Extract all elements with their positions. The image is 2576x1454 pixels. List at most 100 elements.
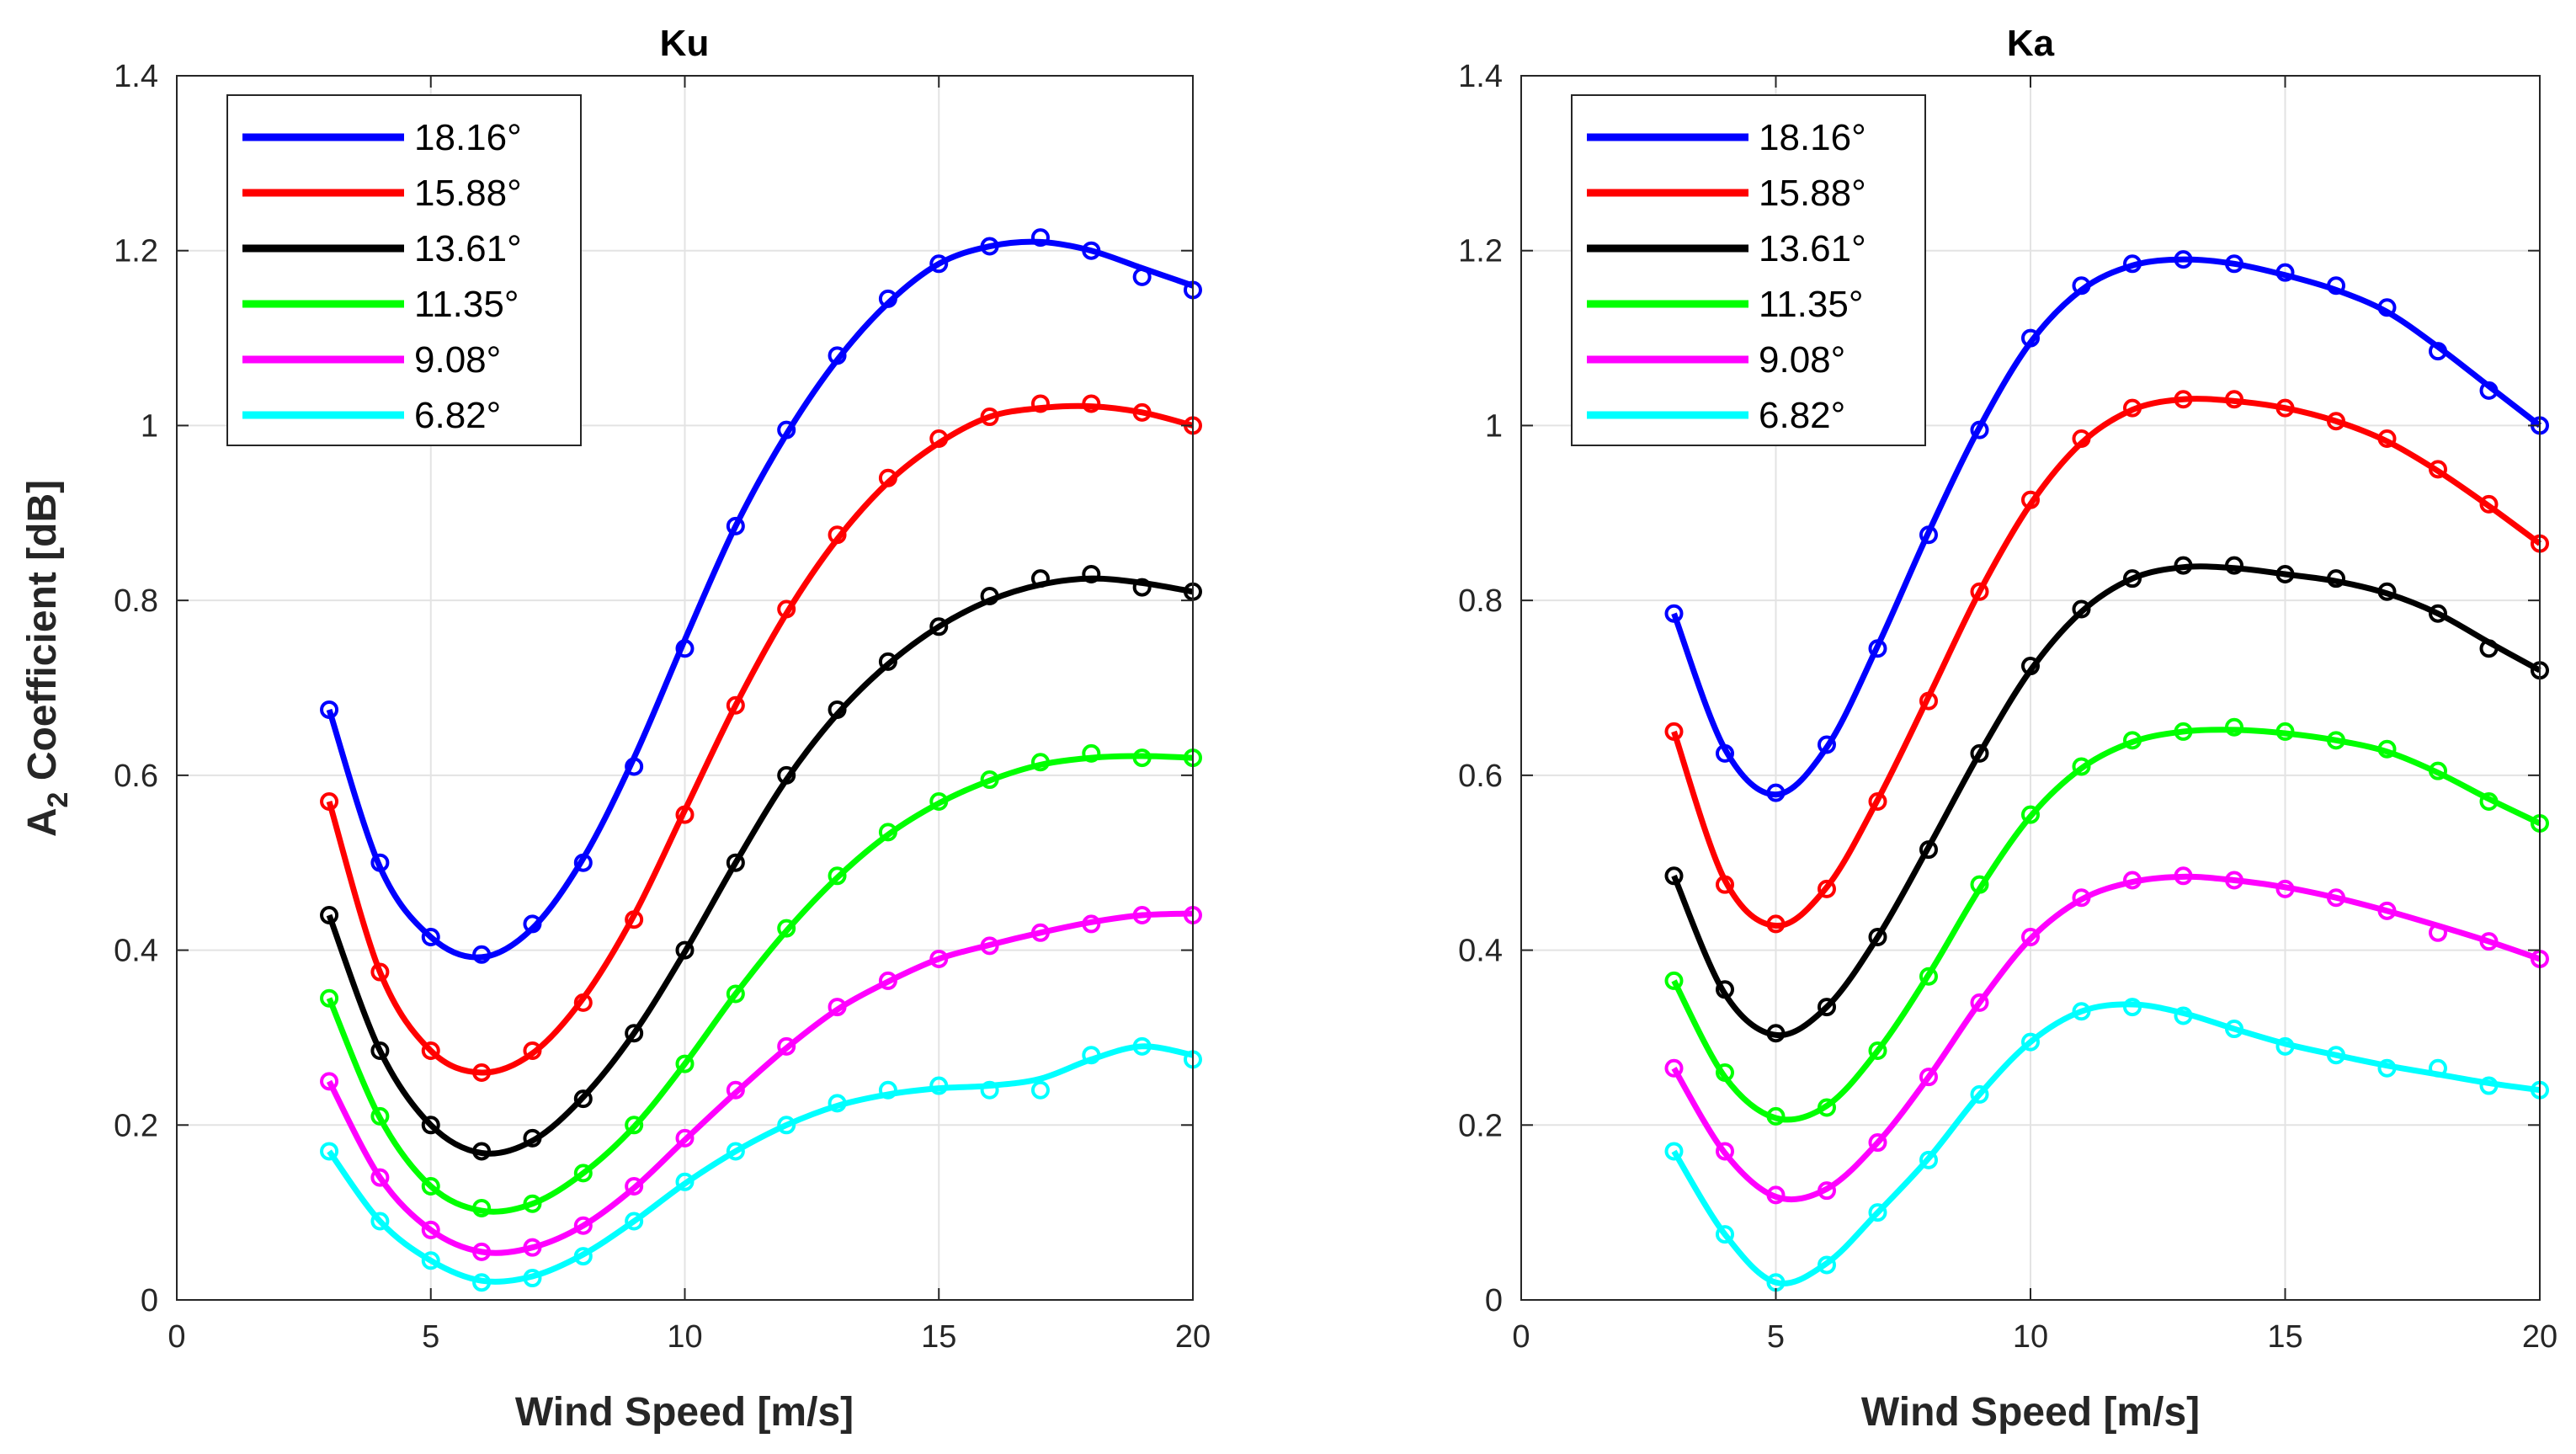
data-point [370, 1106, 390, 1126]
data-point [2174, 250, 2193, 269]
y-axis: 0 0.2 0.4 0.6 0.8 1 1.2 1.4 [114, 59, 1193, 1318]
data-point [2429, 342, 2447, 361]
y-tick-label: 0.2 [114, 1108, 158, 1143]
data-point [573, 993, 593, 1012]
y-tick-label: 1 [1485, 408, 1503, 444]
data-point [2327, 1046, 2345, 1065]
y-axis: 0 0.2 0.4 0.6 0.8 1 1.2 1.4 [1458, 59, 2540, 1318]
data-point [320, 988, 339, 1008]
chart-title: Ka [2007, 23, 2055, 64]
data-point [2377, 739, 2397, 759]
data-point [472, 1198, 492, 1217]
series-line [326, 753, 1194, 1215]
data-point [1082, 914, 1101, 934]
data-point [1970, 582, 1989, 601]
x-tick-label: 0 [1512, 1319, 1530, 1355]
data-point [1132, 402, 1152, 422]
data-point [2174, 722, 2193, 741]
data-point [1766, 914, 1786, 934]
data-point [1818, 1098, 1836, 1117]
data-point [1082, 1046, 1101, 1065]
data-point [2429, 1058, 2447, 1078]
data-point [929, 1076, 949, 1095]
data-point [2072, 276, 2091, 296]
y-axis-label-main: A [20, 807, 65, 837]
series-line [326, 575, 1194, 1157]
data-point [2174, 866, 2193, 886]
y-tick-label: 0.4 [1458, 934, 1503, 969]
legend-label: 11.35° [414, 284, 519, 325]
data-point [675, 1054, 695, 1073]
data-point [2072, 599, 2091, 619]
data-point [828, 700, 847, 719]
series-1 [1664, 390, 2549, 934]
data-point [777, 1116, 796, 1135]
x-tick-label: 15 [921, 1319, 956, 1355]
series-line [326, 238, 1195, 961]
x-axis-label: Wind Speed [m/s] [1861, 1390, 2200, 1435]
data-point [1716, 980, 1734, 999]
data-point [828, 525, 847, 545]
data-point [2479, 1076, 2499, 1095]
legend-item: 13.61° [242, 228, 522, 269]
data-point [828, 998, 847, 1017]
data-point [523, 914, 542, 934]
data-point [1132, 267, 1152, 286]
data-point [625, 1212, 644, 1231]
data-point [878, 823, 897, 842]
y-axis-label-rest: Coefficient [dB] [20, 480, 65, 792]
data-point [980, 586, 999, 605]
data-point [2275, 722, 2295, 741]
data-point [320, 700, 339, 719]
data-point [777, 420, 796, 439]
data-point [726, 984, 745, 1004]
data-point [2275, 263, 2295, 282]
data-point [2479, 639, 2499, 658]
data-point [320, 906, 339, 925]
data-point [1664, 866, 1684, 886]
data-point [2021, 1032, 2040, 1052]
data-point [2021, 490, 2040, 509]
data-point [2479, 494, 2499, 514]
x-tick-label: 10 [667, 1319, 702, 1355]
data-point [1082, 564, 1101, 583]
data-point [2327, 412, 2345, 431]
data-point [2123, 871, 2142, 890]
data-point [2072, 429, 2091, 449]
legend-item: 15.88° [1587, 173, 1866, 214]
series-0 [1664, 250, 2549, 802]
data-point [1868, 1041, 1887, 1061]
data-point [2327, 569, 2345, 589]
data-point [1868, 927, 1887, 946]
data-point [777, 1036, 796, 1056]
series-line [326, 402, 1194, 1076]
data-point [1716, 1225, 1734, 1244]
data-point [1132, 1036, 1152, 1056]
series-group [1664, 250, 2549, 1292]
y-tick-label: 0.8 [1458, 583, 1503, 619]
data-point [2123, 398, 2142, 418]
data-point [320, 1072, 339, 1091]
series-3 [320, 743, 1202, 1217]
data-point [472, 1142, 492, 1161]
data-point [1818, 735, 1836, 754]
y-tick-label: 0.6 [1458, 759, 1503, 794]
data-point [878, 652, 897, 671]
data-point [523, 1128, 542, 1148]
data-point [2429, 923, 2447, 942]
data-point [573, 853, 593, 872]
data-point [1132, 578, 1152, 597]
data-point [777, 765, 796, 785]
data-point [2225, 254, 2243, 274]
legend-label: 18.16° [1759, 117, 1866, 158]
data-point [1030, 753, 1050, 772]
data-point [2072, 757, 2091, 776]
data-point [2174, 390, 2193, 409]
data-point [523, 1238, 542, 1257]
data-point [2327, 888, 2345, 908]
data-point [929, 617, 949, 636]
legend-item: 18.16° [1587, 117, 1866, 158]
data-point [2021, 328, 2040, 348]
data-point [2072, 1002, 2091, 1021]
